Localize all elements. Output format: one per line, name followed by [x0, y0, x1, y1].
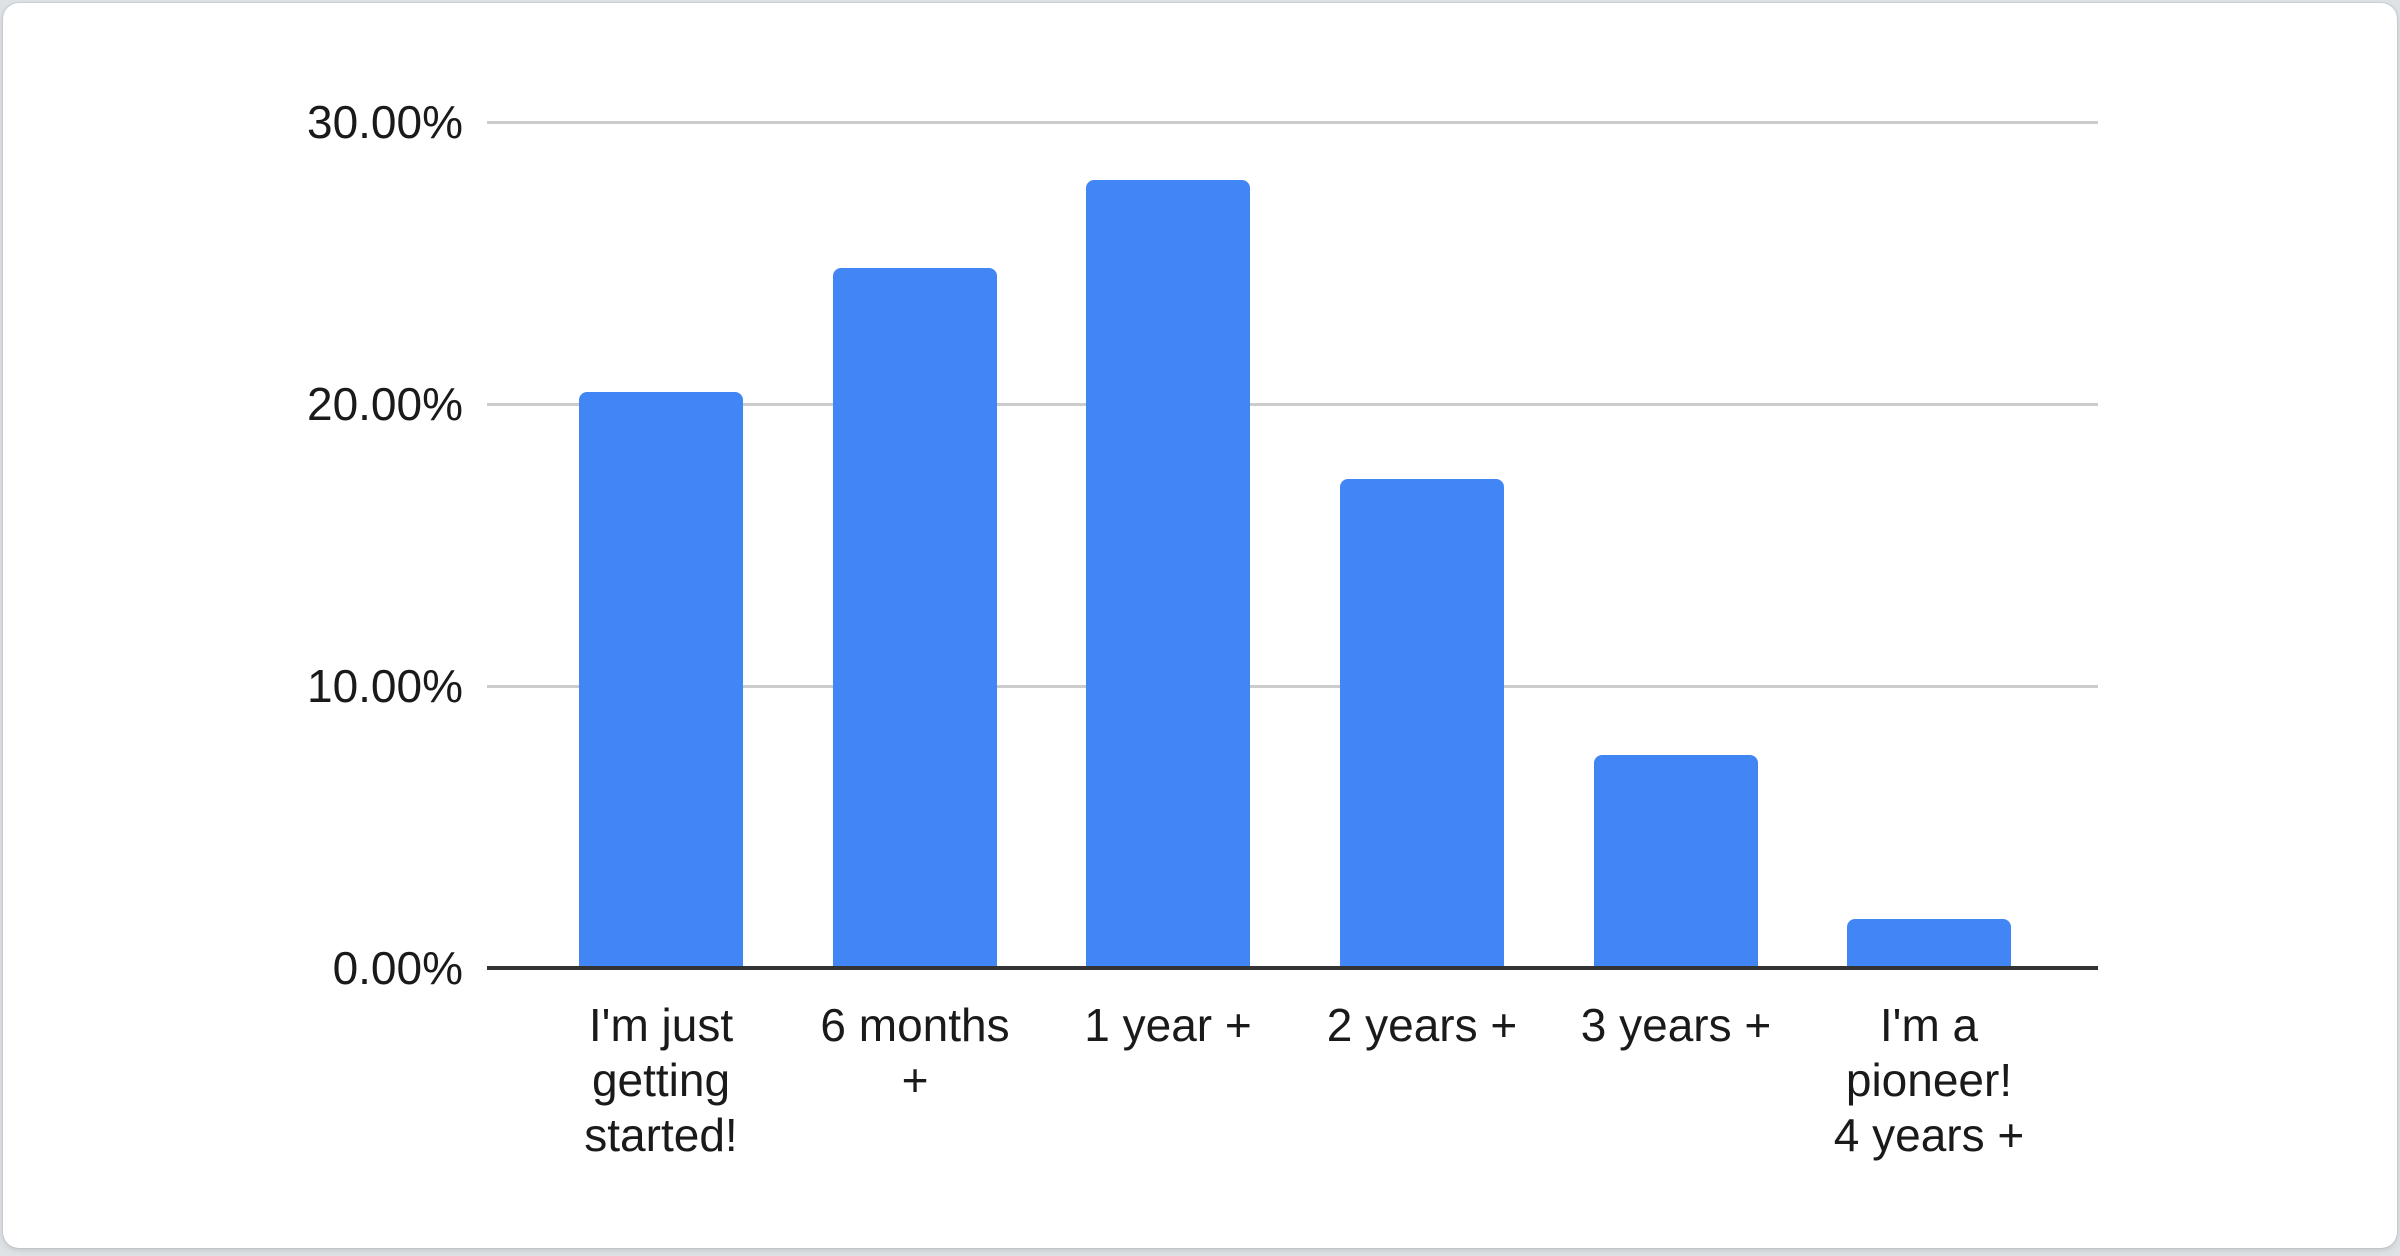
bar	[1340, 479, 1504, 967]
y-tick-label: 0.00%	[332, 942, 463, 994]
x-axis-label: 2 years +	[1326, 999, 1518, 1051]
x-axis-line	[487, 966, 2098, 970]
bar	[1086, 180, 1250, 967]
x-axis-label: 3 years +	[1580, 999, 1772, 1051]
bar	[1847, 919, 2011, 967]
bars-layer	[3, 3, 2397, 1248]
x-axis-label: 1 year +	[1084, 999, 1252, 1051]
chart-card: 0.00% 10.00% 20.00% 30.00% I'm just getting…	[3, 3, 2397, 1248]
x-axis-labels: I'm just getting started! 6 months + 1 yea…	[3, 3, 2397, 1248]
y-tick-label: 30.00%	[306, 96, 463, 148]
bar-chart: 0.00% 10.00% 20.00% 30.00% I'm just getting…	[3, 3, 2397, 1248]
x-axis-label: 6 months +	[820, 999, 1010, 1106]
y-tick-label: 20.00%	[306, 378, 463, 430]
gridline	[487, 685, 2098, 688]
bar	[579, 392, 743, 967]
y-axis-labels: 0.00% 10.00% 20.00% 30.00%	[3, 3, 2397, 1248]
bar	[1594, 755, 1758, 967]
gridline	[487, 121, 2098, 124]
x-axis-label: I'm a pioneer! 4 years +	[1833, 999, 2025, 1161]
gridlines-layer	[3, 3, 2397, 1248]
bar	[833, 268, 997, 967]
gridline	[487, 403, 2098, 406]
y-tick-label: 10.00%	[306, 660, 463, 712]
x-axis-label: I'm just getting started!	[584, 999, 738, 1161]
